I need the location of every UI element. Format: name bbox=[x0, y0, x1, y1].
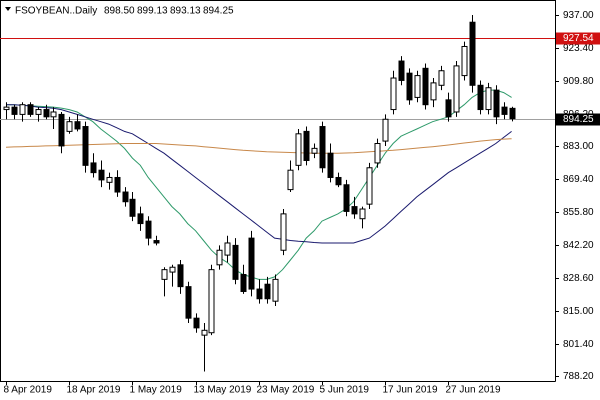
candle-body bbox=[501, 106, 508, 115]
hline-price-box bbox=[556, 32, 600, 45]
x-tick-label: 17 Jun 2019 bbox=[383, 385, 438, 396]
y-tick-label: 855.80 bbox=[563, 207, 594, 218]
x-tick-label: 8 Apr 2019 bbox=[4, 385, 53, 396]
x-tick-label: 13 May 2019 bbox=[194, 385, 252, 396]
candle-body bbox=[359, 208, 366, 220]
candle-body bbox=[453, 65, 460, 113]
candle-body bbox=[153, 240, 160, 244]
candle-body bbox=[469, 21, 476, 86]
ohlc-info: 898.50 bbox=[104, 6, 135, 17]
candle-body bbox=[169, 266, 176, 273]
candle-body bbox=[509, 107, 516, 120]
candle-body bbox=[208, 269, 215, 334]
candle-body bbox=[19, 104, 26, 115]
candle-body bbox=[106, 176, 113, 183]
candle-body bbox=[493, 89, 500, 118]
x-tick-label: 1 May 2019 bbox=[130, 385, 183, 396]
candle-body bbox=[193, 317, 200, 329]
y-tick-label: 801.40 bbox=[563, 339, 594, 350]
candle-body bbox=[240, 274, 247, 292]
candle-body bbox=[58, 113, 65, 147]
candle-body bbox=[335, 176, 342, 186]
candle-body bbox=[129, 198, 136, 217]
candle-body bbox=[351, 206, 358, 215]
candle-body bbox=[477, 84, 484, 111]
candle-body bbox=[422, 67, 429, 106]
candle-body bbox=[27, 104, 34, 115]
candle-body bbox=[137, 213, 144, 225]
candle-body bbox=[122, 191, 129, 203]
candle-body bbox=[398, 60, 405, 81]
candle-body bbox=[406, 72, 413, 101]
y-tick-label: 828.60 bbox=[563, 273, 594, 284]
candle-body bbox=[3, 106, 10, 111]
symbol-label: FSOYBEAN..Daily bbox=[15, 6, 97, 17]
candle-body bbox=[185, 286, 192, 319]
candle-body bbox=[272, 278, 279, 302]
candle-body bbox=[201, 329, 208, 336]
candle-body bbox=[438, 70, 445, 86]
y-tick-label: 788.20 bbox=[563, 371, 594, 382]
candle-body bbox=[295, 133, 302, 166]
candle-body bbox=[485, 87, 492, 111]
candle-body bbox=[216, 249, 223, 266]
candle-body bbox=[50, 111, 57, 118]
candle-body bbox=[224, 242, 231, 256]
y-tick-label: 937.00 bbox=[563, 10, 594, 21]
candle-body bbox=[327, 152, 334, 178]
candle-body bbox=[343, 184, 350, 212]
x-tick-label: 27 Jun 2019 bbox=[446, 385, 501, 396]
candle-body bbox=[43, 109, 50, 118]
moving-average bbox=[5, 138, 512, 154]
candle-body bbox=[98, 169, 105, 181]
candle-body bbox=[264, 283, 271, 300]
candle-body bbox=[232, 244, 239, 280]
moving-average bbox=[6, 89, 512, 280]
candle-body bbox=[390, 77, 397, 111]
candle-body bbox=[319, 126, 326, 169]
candle-body bbox=[248, 237, 255, 290]
candle-body bbox=[374, 143, 381, 164]
candle-body bbox=[161, 269, 168, 280]
candle-body bbox=[177, 264, 184, 288]
candle-body bbox=[145, 220, 152, 239]
candle-body bbox=[114, 176, 121, 193]
candle-body bbox=[66, 121, 73, 132]
y-tick-label: 923.40 bbox=[563, 43, 594, 54]
candle-body bbox=[303, 130, 310, 161]
candle-body bbox=[74, 121, 81, 130]
moving-average bbox=[6, 104, 512, 244]
y-tick-label: 909.80 bbox=[563, 76, 594, 87]
candle-body bbox=[461, 45, 468, 77]
candle-body bbox=[366, 167, 373, 205]
x-tick-label: 23 May 2019 bbox=[257, 385, 315, 396]
candle-body bbox=[414, 75, 421, 98]
ohlc-info: 894.25 bbox=[203, 6, 234, 17]
candle-body bbox=[280, 213, 287, 251]
ohlc-info: 899.13 bbox=[137, 6, 168, 17]
candle-body bbox=[35, 109, 42, 115]
hline-price-label: 927.54 bbox=[563, 33, 594, 44]
ohlc-info: 893.13 bbox=[170, 6, 201, 17]
candle-body bbox=[90, 162, 97, 174]
current-price-label: 894.25 bbox=[563, 114, 594, 125]
candle-body bbox=[382, 118, 389, 142]
candle-body bbox=[445, 99, 452, 118]
menu-arrow bbox=[5, 7, 11, 11]
current-price-box bbox=[556, 113, 600, 126]
candle-body bbox=[311, 147, 318, 154]
candle-body bbox=[430, 82, 437, 101]
candle-body bbox=[11, 106, 18, 115]
candle-body bbox=[256, 288, 263, 300]
y-tick-label: 815.00 bbox=[563, 306, 594, 317]
y-tick-label: 883.00 bbox=[563, 141, 594, 152]
candle-body bbox=[287, 169, 294, 191]
x-tick-label: 18 Apr 2019 bbox=[67, 385, 121, 396]
y-tick-label: 842.20 bbox=[563, 240, 594, 251]
candle-body bbox=[82, 126, 89, 166]
y-tick-label: 869.40 bbox=[563, 174, 594, 185]
x-tick-label: 5 Jun 2019 bbox=[320, 385, 370, 396]
